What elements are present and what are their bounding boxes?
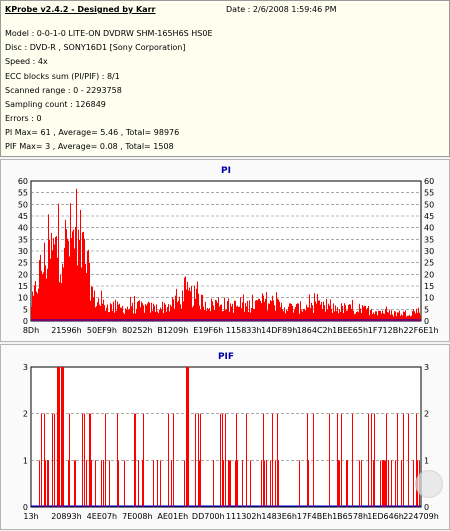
pi-ytick-right: 10 (424, 294, 434, 303)
pi-ytick-right: 5 (424, 305, 429, 314)
ecc-line: ECC blocks sum (PI/PIF) : 8/1 (5, 72, 120, 81)
pif-ytick-left: 0 (23, 503, 28, 512)
pi-title: PI (221, 166, 231, 176)
pi-ytick-left: 35 (18, 235, 28, 244)
pif-xtick: 224709h (403, 512, 439, 521)
pif-title: PIF (218, 352, 234, 362)
pif-xtick: 1B6578h (332, 512, 368, 521)
pif-ytick-right: 1 (424, 456, 429, 465)
pif-ytick-left: 3 (23, 363, 28, 372)
pif-ytick-right: 3 (424, 363, 429, 372)
pif-xtick: 13h (23, 512, 38, 521)
pif-xtick: 4EE07h (87, 512, 117, 521)
model-line: Model : 0-0-1-0 LITE-ON DVDRW SHM-165H6S… (5, 29, 213, 38)
pi-ytick-left: 5 (23, 305, 28, 314)
pi-ytick-left: 30 (18, 247, 28, 256)
pif-xtick: 7E008h (122, 512, 152, 521)
pif-xtick: AE01Eh (157, 512, 188, 521)
speed-line: Speed : 4x (5, 57, 48, 66)
pi-chart-panel: PI 0 0 5 5 10 10 15 15 20 20 25 25 30 30 35 35 40 40 45 45 50… (0, 159, 450, 342)
app-title: KProbe v2.4.2 - Designed by Karr (5, 5, 156, 14)
pif-chart-panel: PIF 0 0 1 1 2 2 3 3 13h 20893h 4EE07h 7E008h AE01Eh DD… (0, 344, 450, 530)
pi-ytick-right: 55 (424, 189, 434, 198)
pi-ytick-left: 45 (18, 212, 28, 221)
pif-xtick: 111302h (226, 512, 262, 521)
scanned-range-line: Scanned range : 0 - 2293758 (5, 86, 122, 95)
pi-ytick-left: 25 (18, 259, 28, 268)
pif-xtick: 20893h (51, 512, 82, 521)
pi-ytick-left: 10 (18, 294, 28, 303)
pi-ytick-left: 40 (18, 224, 28, 233)
pi-ytick-right: 15 (424, 282, 434, 291)
pi-ytick-left: 0 (23, 317, 28, 326)
pi-ytick-right: 25 (424, 259, 434, 268)
pi-xtick: 1BEE65h (332, 326, 368, 335)
pi-ytick-left: 50 (18, 200, 28, 209)
pi-xtick: 1F712Bh (368, 326, 404, 335)
pi-xtick: E19F6h (193, 326, 223, 335)
scroll-knob-icon[interactable] (415, 470, 443, 498)
pif-summary-line: PIF Max= 3 , Average= 0.08 , Total= 1508 (5, 142, 174, 151)
sampling-count-line: Sampling count : 126849 (5, 100, 106, 109)
pi-xtick: 22F6E1h (403, 326, 438, 335)
pi-xtick: 8Dh (23, 326, 39, 335)
pif-xtick: 1483E6h (261, 512, 297, 521)
pif-ytick-left: 1 (23, 456, 28, 465)
pi-ytick-right: 45 (424, 212, 434, 221)
pi-xtick: B1209h (157, 326, 188, 335)
pi-xtick: 115833h (226, 326, 262, 335)
disc-line: Disc : DVD-R , SONY16D1 [Sony Corporatio… (5, 43, 186, 52)
scan-date: Date : 2/6/2008 1:59:46 PM (226, 5, 337, 14)
pi-ytick-right: 20 (424, 270, 434, 279)
pif-xtick: 17F4BEh (297, 512, 332, 521)
pif-xtick: DD700h (192, 512, 225, 521)
pi-summary-line: PI Max= 61 , Average= 5.46 , Total= 9897… (5, 128, 180, 137)
pi-ytick-right: 50 (424, 200, 434, 209)
pi-xtick: 21596h (51, 326, 82, 335)
pif-chart: PIF 0 0 1 1 2 2 3 3 13h 20893h 4EE07h 7E008h AE01Eh DD… (23, 352, 439, 521)
pi-xtick: 50EF9h (87, 326, 117, 335)
pi-ytick-right: 60 (424, 177, 434, 186)
pi-xtick: 80252h (122, 326, 153, 335)
pi-xtick: 1864C2h (297, 326, 333, 335)
pi-ytick-right: 35 (424, 235, 434, 244)
pif-ytick-left: 2 (23, 410, 28, 419)
pif-ytick-right: 2 (424, 410, 429, 419)
disc-info-panel: KProbe v2.4.2 - Designed by Karr Date : … (0, 0, 450, 157)
pi-xtick: 14DF89h (261, 326, 297, 335)
pi-ytick-left: 20 (18, 270, 28, 279)
pi-ytick-left: 60 (18, 177, 28, 186)
pi-ytick-left: 15 (18, 282, 28, 291)
pi-ytick-right: 30 (424, 247, 434, 256)
pif-ytick-right: 0 (424, 503, 429, 512)
pif-xtick: 1ED646h (367, 512, 404, 521)
pi-ytick-left: 55 (18, 189, 28, 198)
pi-ytick-right: 0 (424, 317, 429, 326)
errors-line: Errors : 0 (5, 114, 42, 123)
pi-ytick-right: 40 (424, 224, 434, 233)
